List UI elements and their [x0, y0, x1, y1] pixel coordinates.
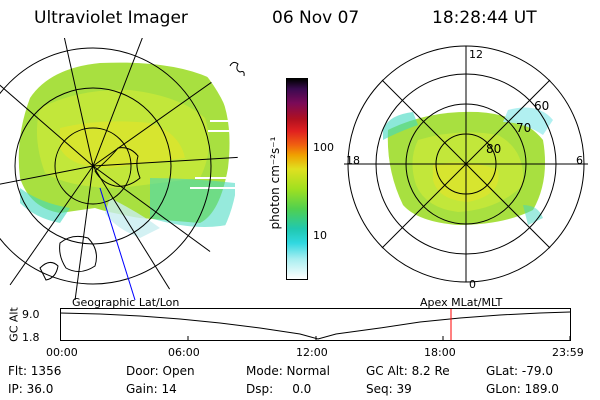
flight-number: Flt: 1356 — [8, 364, 62, 378]
lat-label-70: 70 — [516, 121, 531, 135]
gc-alt-axis-title: GC Alt — [7, 307, 21, 342]
sequence-number: Seq: 39 — [366, 382, 412, 396]
glon-value: GLon: 189.0 — [486, 382, 559, 396]
x-tick-0000: 00:00 — [46, 346, 78, 359]
geographic-aurora-image — [0, 38, 245, 300]
mlt-label-0: 0 — [469, 278, 476, 291]
y-tick-bottom: 1.8 — [22, 331, 40, 344]
ip-value: IP: 36.0 — [8, 382, 54, 396]
mlt-label-12: 12 — [469, 48, 483, 61]
mode-value: Mode: Normal — [246, 364, 330, 378]
magnetic-polar-image: 12 18 6 0 60 70 80 — [344, 45, 588, 291]
colorbar-label: photon cm⁻²s⁻¹ — [268, 136, 282, 230]
gc-alt-value: GC Alt: 8.2 Re — [366, 364, 450, 378]
x-tick-1200: 12:00 — [296, 346, 328, 359]
y-tick-top: 9.0 — [22, 308, 40, 321]
apex-caption: Apex MLat/MLT — [420, 296, 503, 309]
mlt-label-6: 6 — [576, 154, 583, 167]
x-tick-1800: 18:00 — [424, 346, 456, 359]
geographic-caption: Geographic Lat/Lon — [72, 296, 180, 309]
lat-label-80: 80 — [486, 142, 501, 156]
instrument-title: Ultraviolet Imager — [34, 8, 188, 28]
gain-value: Gain: 14 — [126, 382, 177, 396]
lat-label-60: 60 — [534, 99, 549, 113]
x-tick-2359: 23:59 — [552, 346, 584, 359]
door-status: Door: Open — [126, 364, 195, 378]
observation-time: 18:28:44 UT — [432, 8, 537, 28]
glat-value: GLat: -79.0 — [486, 364, 553, 378]
colorbar-tick-10: 10 — [313, 229, 327, 242]
photon-flux-colorbar — [286, 78, 308, 280]
mlt-label-18: 18 — [346, 154, 360, 167]
x-tick-0600: 06:00 — [168, 346, 200, 359]
dsp-value: Dsp: 0.0 — [246, 382, 312, 396]
colorbar-tick-100: 100 — [313, 141, 334, 154]
altitude-timeline-plot — [60, 308, 571, 341]
observation-date: 06 Nov 07 — [272, 8, 360, 28]
